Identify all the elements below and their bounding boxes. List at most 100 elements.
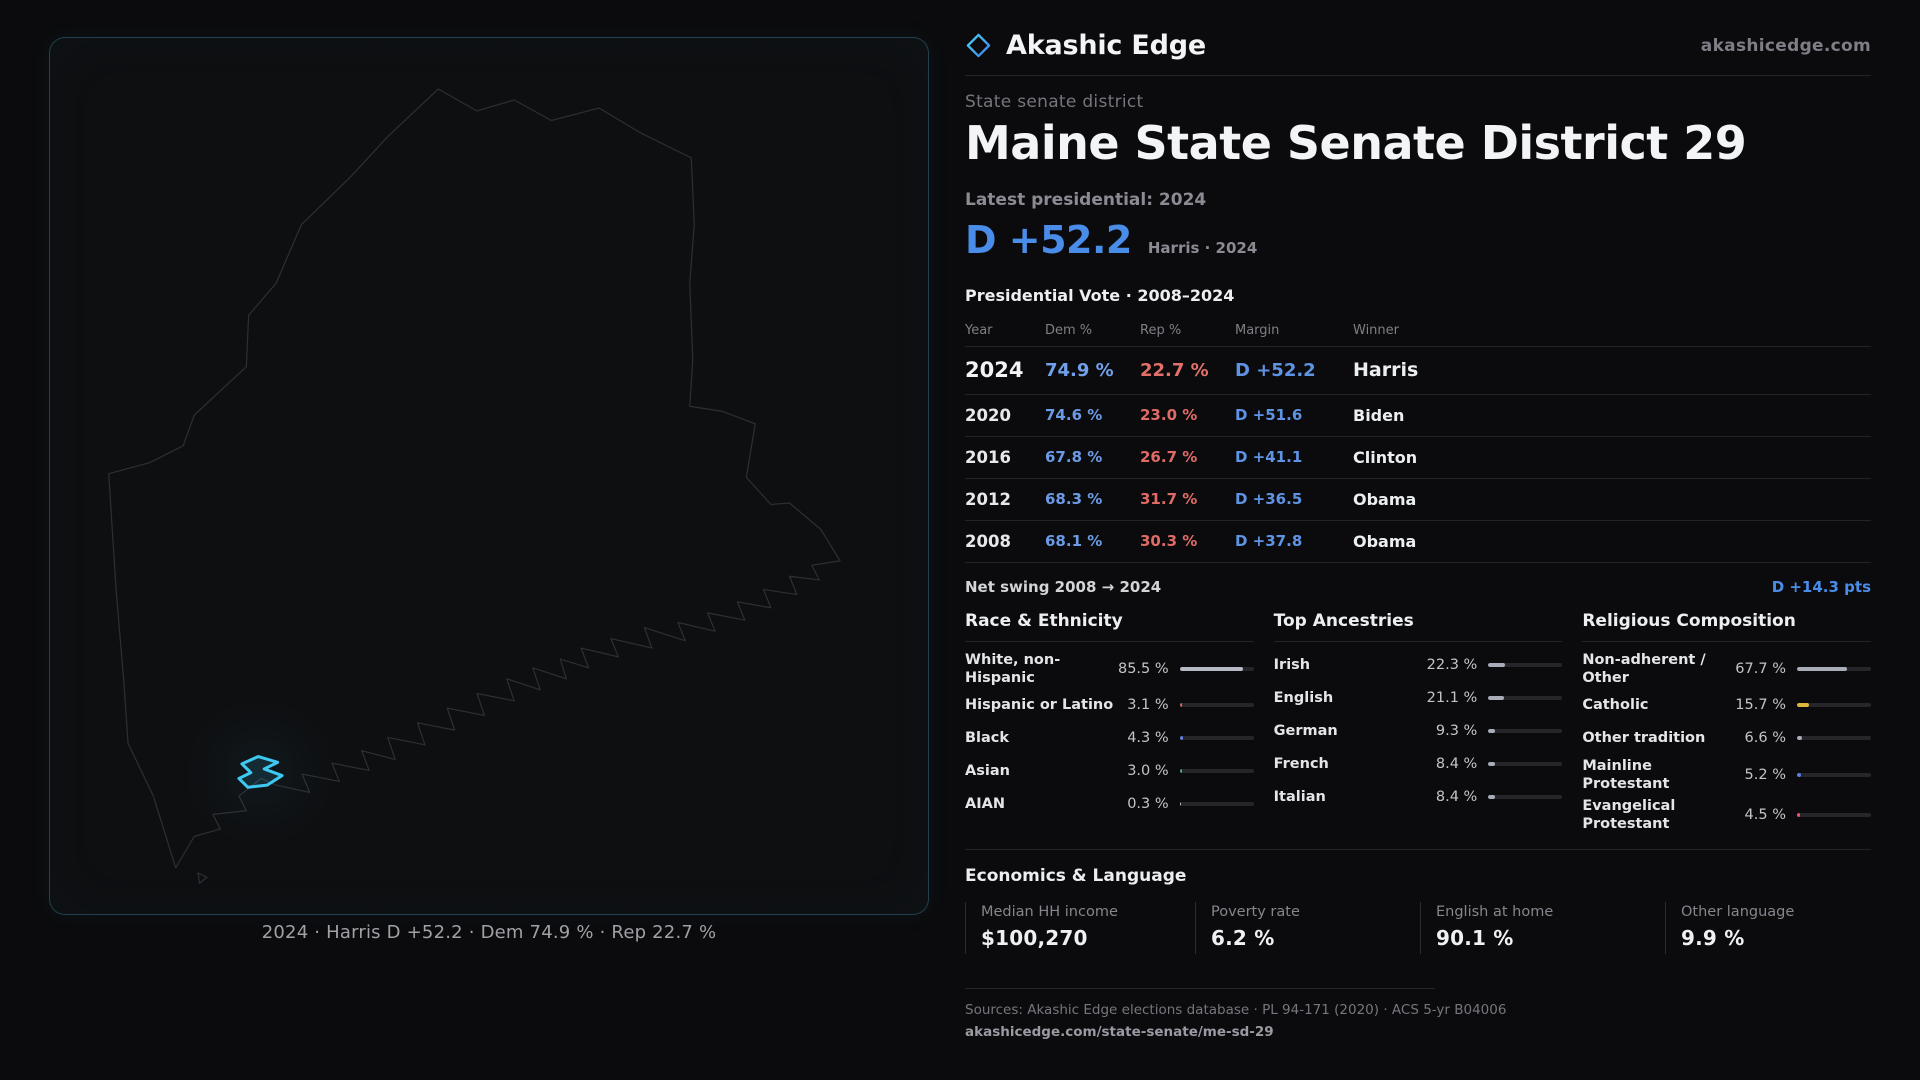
demo-bar-fill — [1179, 703, 1182, 708]
stat-value: 90.1 % — [1436, 926, 1514, 951]
cell-dem: 67.8 % — [1045, 448, 1103, 467]
demo-bar-track — [1179, 703, 1254, 708]
demographics-grid: Race & Ethnicity White, non-Hispanic 85.… — [965, 611, 1871, 836]
demo-row: Catholic 15.7 % — [1582, 689, 1871, 722]
demo-bar-track — [1179, 802, 1254, 807]
col-rep: Rep % — [1140, 322, 1182, 338]
map-panel — [49, 37, 929, 915]
demo-bar-fill — [1796, 813, 1801, 818]
cell-rep: 22.7 % — [1140, 359, 1209, 381]
col-margin: Margin — [1235, 322, 1280, 338]
cell-rep: 30.3 % — [1140, 532, 1198, 551]
demo-value: 8.4 % — [1435, 789, 1478, 806]
table-row: 2024 74.9 % 22.7 % D +52.2 Harris — [965, 347, 1871, 395]
demo-label: German — [1273, 722, 1338, 739]
table-row: 2012 68.3 % 31.7 % D +36.5 Obama — [965, 479, 1871, 521]
cell-margin: D +37.8 — [1235, 532, 1303, 551]
site-link[interactable]: akashicedge.com — [1700, 35, 1871, 56]
stat-value: 6.2 % — [1211, 926, 1275, 951]
demo-label: Evangelical Protestant — [1582, 798, 1676, 833]
cell-winner: Obama — [1353, 489, 1417, 509]
table-row: 2020 74.6 % 23.0 % D +51.6 Biden — [965, 395, 1871, 437]
cell-dem: 68.1 % — [1045, 532, 1103, 551]
demo-row: Non-adherent / Other 67.7 % — [1582, 649, 1871, 689]
header: Akashic Edge akashicedge.com — [965, 0, 1871, 76]
cell-year: 2024 — [965, 358, 1024, 383]
demo-bar-track — [1488, 696, 1563, 701]
table-row: 2016 67.8 % 26.7 % D +41.1 Clinton — [965, 437, 1871, 479]
stat-label: Other language — [1681, 904, 1795, 921]
footer-permalink[interactable]: akashicedge.com/state-senate/me-sd-29 — [965, 1024, 1274, 1041]
cell-dem: 74.9 % — [1045, 359, 1114, 381]
demo-row: Irish 22.3 % — [1274, 649, 1563, 682]
demo-value: 4.5 % — [1744, 807, 1786, 824]
net-swing-label: Net swing 2008 → 2024 — [965, 577, 1162, 596]
col-dem: Dem % — [1045, 322, 1093, 338]
demo-bar-fill — [1488, 795, 1495, 800]
demo-bar-fill — [1488, 663, 1505, 668]
cell-winner: Obama — [1353, 531, 1417, 551]
demo-value: 9.3 % — [1435, 723, 1478, 740]
stat-label: English at home — [1436, 904, 1554, 921]
demo-section-title: Top Ancestries — [1273, 611, 1563, 642]
demo-label: AIAN — [965, 796, 1005, 813]
demo-bar-track — [1179, 736, 1254, 741]
cell-year: 2016 — [965, 447, 1011, 467]
net-swing-value: D +14.3 pts — [1771, 577, 1871, 596]
demo-bar-track — [1796, 736, 1871, 741]
demo-section-title: Race & Ethnicity — [965, 611, 1254, 642]
diamond-icon — [966, 33, 991, 58]
demo-value: 3.0 % — [1127, 763, 1169, 780]
cell-margin: D +41.1 — [1235, 448, 1303, 467]
col-winner: Winner — [1353, 322, 1400, 338]
stat-block: Poverty rate 6.2 % — [1195, 902, 1420, 955]
demo-section-title: Religious Composition — [1582, 611, 1871, 642]
cell-rep: 26.7 % — [1140, 448, 1198, 467]
cell-year: 2008 — [965, 531, 1011, 551]
demo-bar-track — [1488, 663, 1563, 668]
vote-table-title: Presidential Vote · 2008–2024 — [965, 285, 1235, 305]
demo-section-religion: Religious Composition Non-adherent / Oth… — [1582, 611, 1871, 836]
footer: Sources: Akashic Edge elections database… — [965, 988, 1506, 1041]
brand-name: Akashic Edge — [1006, 30, 1207, 61]
demo-row: German 9.3 % — [1274, 715, 1563, 748]
margin-headline-row: D +52.2 Harris · 2024 — [965, 218, 1871, 262]
demo-bar-fill — [1179, 769, 1182, 774]
demo-value: 5.2 % — [1744, 766, 1786, 783]
demo-bar-track — [1796, 703, 1871, 708]
demo-bar-track — [1796, 772, 1871, 777]
cell-winner: Biden — [1353, 405, 1405, 425]
demo-value: 21.1 % — [1426, 690, 1478, 707]
demo-bar-track — [1488, 729, 1563, 734]
cell-rep: 31.7 % — [1140, 490, 1198, 509]
demo-section-ancestries: Top Ancestries Irish 22.3 % English 21.1… — [1273, 611, 1563, 836]
demo-label: White, non-Hispanic — [965, 651, 1061, 686]
demo-label: English — [1273, 689, 1334, 706]
demo-value: 22.3 % — [1426, 657, 1478, 674]
net-swing-row: Net swing 2008 → 2024 D +14.3 pts — [965, 563, 1871, 609]
demo-value: 0.3 % — [1127, 796, 1169, 813]
demo-bar-track — [1796, 666, 1871, 671]
page-title: Maine State Senate District 29 — [965, 116, 1747, 170]
demo-bar-track — [1179, 769, 1254, 774]
district-type-label: State senate district — [965, 92, 1144, 112]
stat-value: $100,270 — [981, 926, 1088, 951]
demo-value: 6.6 % — [1744, 730, 1786, 747]
maine-state-outline — [109, 89, 840, 883]
economics-section: Economics & Language Median HH income $1… — [965, 849, 1871, 955]
demo-bar-track — [1179, 666, 1254, 671]
vote-table: Year Dem % Rep % Margin Winner 2024 74.9… — [965, 315, 1871, 563]
economics-stats: Median HH income $100,270 Poverty rate 6… — [965, 902, 1871, 955]
report-panel: Akashic Edge akashicedge.com State senat… — [965, 0, 1871, 1040]
cell-dem: 68.3 % — [1045, 490, 1103, 509]
demo-bar-fill — [1179, 666, 1243, 671]
cell-dem: 74.6 % — [1045, 406, 1103, 425]
demo-value: 15.7 % — [1735, 697, 1786, 714]
demo-value: 67.7 % — [1735, 660, 1786, 677]
demo-label: Non-adherent / Other — [1582, 651, 1706, 686]
demo-bar-track — [1796, 813, 1871, 818]
demo-row: English 21.1 % — [1274, 682, 1563, 715]
cell-rep: 23.0 % — [1140, 406, 1198, 425]
demo-bar-track — [1488, 762, 1563, 767]
stat-block: Median HH income $100,270 — [965, 902, 1195, 955]
